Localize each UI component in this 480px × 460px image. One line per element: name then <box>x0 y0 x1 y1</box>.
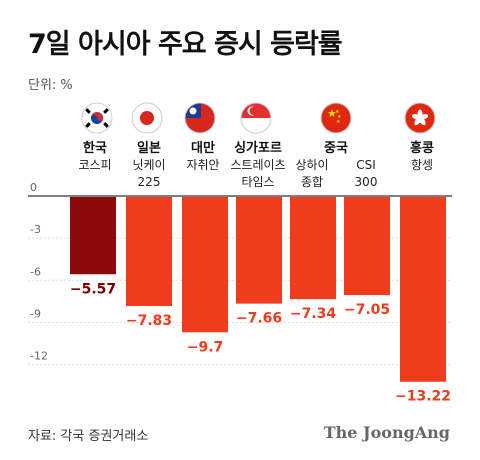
bar <box>182 197 228 333</box>
bar <box>126 197 172 307</box>
category-country-label: 대만 <box>191 140 215 156</box>
category-index-label: 300 <box>355 175 378 189</box>
category-index-label: 자취안 <box>186 158 219 172</box>
category-index-label: 항셍 <box>411 158 433 172</box>
bar <box>70 197 116 275</box>
y-tick-label: -6 <box>30 265 41 278</box>
y-tick-label: -9 <box>30 307 41 320</box>
china-flag-icon: ★★★★ <box>320 102 352 134</box>
category-index-label: CSI <box>356 158 376 172</box>
value-label: −7.83 <box>126 313 172 329</box>
svg-text:★: ★ <box>335 109 340 115</box>
bar <box>344 197 390 296</box>
category-country-label: 홍콩 <box>410 140 434 156</box>
value-label: −7.05 <box>344 302 390 318</box>
category-country-label: 일본 <box>137 141 161 156</box>
value-label: −13.22 <box>395 389 451 405</box>
category-country-label: 중국 <box>324 141 348 156</box>
value-label: −7.34 <box>290 306 337 322</box>
category-index-label: 225 <box>138 175 161 189</box>
hongkong-flag-icon <box>404 102 436 134</box>
svg-text:★: ★ <box>336 119 341 125</box>
y-tick-label: -12 <box>30 350 48 363</box>
chart-title: 7일 아시아 주요 증시 등락률 <box>28 29 343 60</box>
category-index-label: 스트레이츠 <box>230 158 285 172</box>
svg-text:★: ★ <box>327 107 337 120</box>
svg-text:★: ★ <box>337 114 342 120</box>
y-tick-label: 0 <box>30 181 37 194</box>
y-tick-label: -3 <box>30 223 41 236</box>
bar <box>290 197 336 300</box>
category-index-label: 닛케이 <box>132 158 165 172</box>
category-country-label: 한국 <box>83 140 107 156</box>
category-index-label: 타임스 <box>241 175 274 189</box>
category-index-label: 종합 <box>301 175 323 189</box>
value-label: −5.57 <box>70 281 116 297</box>
category-index-label: 상하이 <box>295 158 328 172</box>
taiwan-flag-icon <box>184 102 216 134</box>
value-label: −9.7 <box>187 339 224 355</box>
source-note: 자료: 각국 증권거래소 <box>28 429 149 444</box>
value-label: −7.66 <box>236 311 282 327</box>
singapore-flag-icon <box>240 102 272 134</box>
bar <box>400 197 446 382</box>
category-index-label: 코스피 <box>78 158 111 172</box>
category-country-label: 싱가포르 <box>234 141 282 156</box>
korea-flag-icon <box>81 102 113 134</box>
bar <box>236 197 282 304</box>
unit-label: 단위: % <box>28 78 73 93</box>
japan-flag-icon <box>131 102 163 134</box>
brand-logo: The JoongAng <box>323 423 450 442</box>
